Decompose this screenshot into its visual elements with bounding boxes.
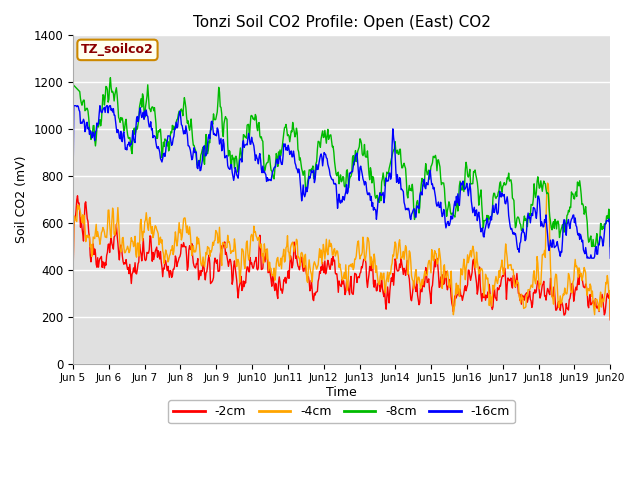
Text: TZ_soilco2: TZ_soilco2: [81, 43, 154, 56]
X-axis label: Time: Time: [326, 386, 357, 399]
-16cm: [70, 103, 77, 108]
-16cm: [189, 149, 197, 155]
Line: -2cm: -2cm: [73, 196, 611, 320]
Line: -4cm: -4cm: [73, 183, 611, 319]
-2cm: [424, 280, 431, 286]
-16cm: [218, 148, 225, 154]
-8cm: [588, 243, 595, 249]
-4cm: [189, 247, 196, 252]
-4cm: [134, 240, 142, 246]
-8cm: [607, 243, 614, 249]
-8cm: [79, 99, 86, 105]
-16cm: [135, 115, 143, 121]
-2cm: [408, 298, 415, 304]
-16cm: [69, 186, 77, 192]
Legend: -2cm, -4cm, -8cm, -16cm: -2cm, -4cm, -8cm, -16cm: [168, 400, 515, 423]
-2cm: [69, 279, 77, 285]
-8cm: [69, 82, 77, 87]
Line: -8cm: -8cm: [73, 78, 611, 246]
-8cm: [189, 143, 197, 148]
-4cm: [607, 316, 614, 322]
Title: Tonzi Soil CO2 Profile: Open (East) CO2: Tonzi Soil CO2 Profile: Open (East) CO2: [193, 15, 491, 30]
-2cm: [218, 243, 225, 249]
-2cm: [74, 193, 81, 199]
-16cm: [79, 116, 87, 122]
Y-axis label: Soil CO2 (mV): Soil CO2 (mV): [15, 156, 28, 243]
-8cm: [218, 111, 225, 117]
-4cm: [422, 272, 430, 278]
-4cm: [69, 275, 77, 280]
-4cm: [79, 212, 86, 217]
-2cm: [135, 259, 143, 265]
-8cm: [424, 172, 431, 178]
-2cm: [79, 238, 87, 244]
-2cm: [607, 317, 614, 323]
-16cm: [583, 255, 591, 261]
-16cm: [424, 181, 431, 187]
-4cm: [544, 180, 552, 186]
-2cm: [189, 260, 197, 266]
-16cm: [607, 255, 614, 261]
-16cm: [408, 211, 415, 217]
Line: -16cm: -16cm: [73, 106, 611, 258]
-8cm: [408, 188, 415, 194]
-4cm: [217, 256, 225, 262]
-8cm: [135, 117, 143, 123]
-8cm: [106, 75, 114, 81]
-4cm: [407, 259, 415, 265]
